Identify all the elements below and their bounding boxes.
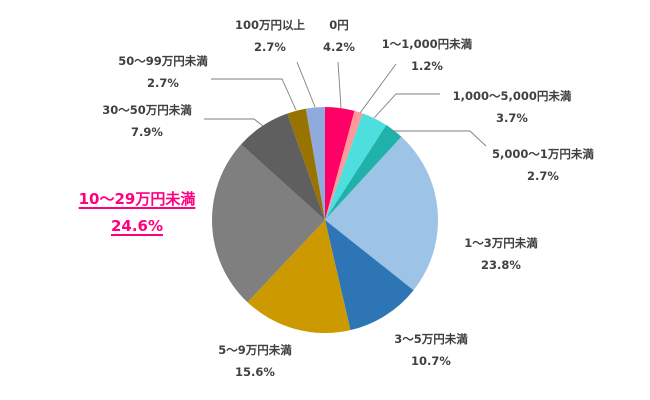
leader-line-50-99man: [211, 78, 297, 111]
data-label-30-50man: 30〜50万円未満 7.9%: [102, 103, 192, 139]
pie-slice-8: [241, 113, 325, 220]
pie-slice-6: [247, 220, 351, 334]
data-label-1000-5000yen: 1,000〜5,000円未満 3.7%: [452, 89, 572, 125]
data-label-1-3man: 1〜3万円未満 23.8%: [464, 236, 538, 272]
pie-slice-3: [325, 125, 402, 220]
data-label-5-9man: 5〜9万円未満 15.6%: [218, 343, 292, 379]
leader-line-5000-1man: [392, 130, 487, 147]
data-label-1-1000yen: 1〜1,000円未満 1.2%: [381, 37, 473, 73]
pie-slice-1: [325, 110, 363, 220]
pie-slice-5: [325, 220, 414, 331]
pie-slices: [211, 107, 439, 334]
leader-line-1000-5000: [373, 93, 440, 119]
data-label-5000-1man: 5,000〜1万円未満 2.7%: [492, 147, 594, 183]
pie-slice-4: [325, 136, 439, 291]
data-label-3-5man: 3〜5万円未満 10.7%: [394, 332, 468, 368]
data-label-50-99man: 50〜99万円未満 2.7%: [118, 54, 208, 90]
data-label-10-29man-highlight: 10〜29万円未満 24.6%: [78, 190, 196, 235]
leader-line-0yen: [337, 61, 342, 109]
data-label-0yen: 0円 4.2%: [323, 18, 355, 54]
data-label-100man-over: 100万円以上 2.7%: [234, 18, 306, 54]
pie-slice-2: [325, 113, 387, 220]
leader-lines: [204, 61, 487, 147]
leader-line-100man: [296, 61, 316, 108]
pie-slice-7: [211, 144, 325, 303]
pie-slice-9: [287, 108, 325, 220]
leader-line-30-50man: [204, 118, 264, 127]
leader-line-1-1000: [359, 63, 397, 114]
pie-slice-10: [305, 107, 325, 220]
pie-slice-0: [325, 107, 355, 220]
